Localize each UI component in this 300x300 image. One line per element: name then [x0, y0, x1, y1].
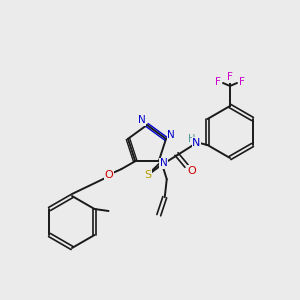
Text: F: F: [215, 77, 221, 87]
Text: F: F: [227, 72, 233, 82]
Text: S: S: [144, 170, 151, 180]
Text: H: H: [188, 134, 195, 144]
Text: N: N: [138, 115, 146, 125]
Text: F: F: [239, 77, 245, 87]
Text: O: O: [187, 166, 196, 176]
Text: N: N: [160, 158, 168, 168]
Text: O: O: [105, 170, 114, 180]
Text: N: N: [192, 138, 201, 148]
Text: N: N: [167, 130, 175, 140]
